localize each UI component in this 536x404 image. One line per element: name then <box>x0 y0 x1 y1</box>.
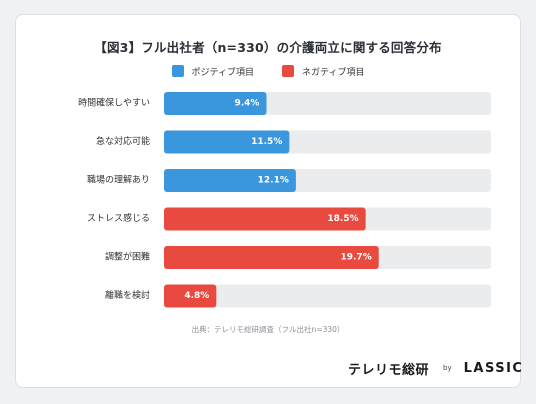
bar <box>164 92 267 115</box>
brand-logo: LASSIC <box>463 360 524 376</box>
legend-label-negative: ネガティブ項目 <box>302 67 365 78</box>
chart-title: 【図3】フル出社者（n=330）の介護両立に関する回答分布 <box>94 40 442 55</box>
brand-name: テレリモ総研 <box>348 362 430 378</box>
bar-value-label: 18.5% <box>327 214 358 224</box>
bar <box>164 284 217 308</box>
legend-swatch-negative <box>282 65 294 77</box>
bar-value-label: 9.4% <box>234 99 259 109</box>
category-label: 時間確保しやすい <box>78 97 150 109</box>
category-label: 職場の理解あり <box>87 174 150 186</box>
category-label: 急な対応可能 <box>96 135 150 147</box>
bar-track <box>164 284 491 308</box>
category-label: 離職を検討 <box>105 289 150 301</box>
legend-item-positive: ポジティブ項目 <box>171 65 254 78</box>
bar-value-label: 19.7% <box>340 253 371 263</box>
bar-value-label: 12.1% <box>258 176 289 186</box>
legend-item-negative: ネガティブ項目 <box>282 65 364 78</box>
bar <box>164 246 379 269</box>
bar-value-label: 4.8% <box>184 291 209 301</box>
source-note: 出典：テレリモ総研調査（フル出社n=330） <box>191 325 345 334</box>
bar <box>164 207 366 231</box>
category-label: ストレス感じる <box>87 212 150 224</box>
legend-label-positive: ポジティブ項目 <box>191 67 254 78</box>
bar-value-label: 11.5% <box>251 137 282 147</box>
bar <box>164 169 296 192</box>
legend-swatch-positive <box>171 65 184 77</box>
chart-legend: ポジティブ項目 ネガティブ項目 <box>0 64 536 78</box>
chart-card <box>15 14 521 388</box>
bar <box>164 130 290 154</box>
category-label: 調整が困難 <box>105 251 150 263</box>
brand-footer: テレリモ総研 by LASSIC <box>348 358 523 378</box>
brand-by: by <box>443 364 452 372</box>
